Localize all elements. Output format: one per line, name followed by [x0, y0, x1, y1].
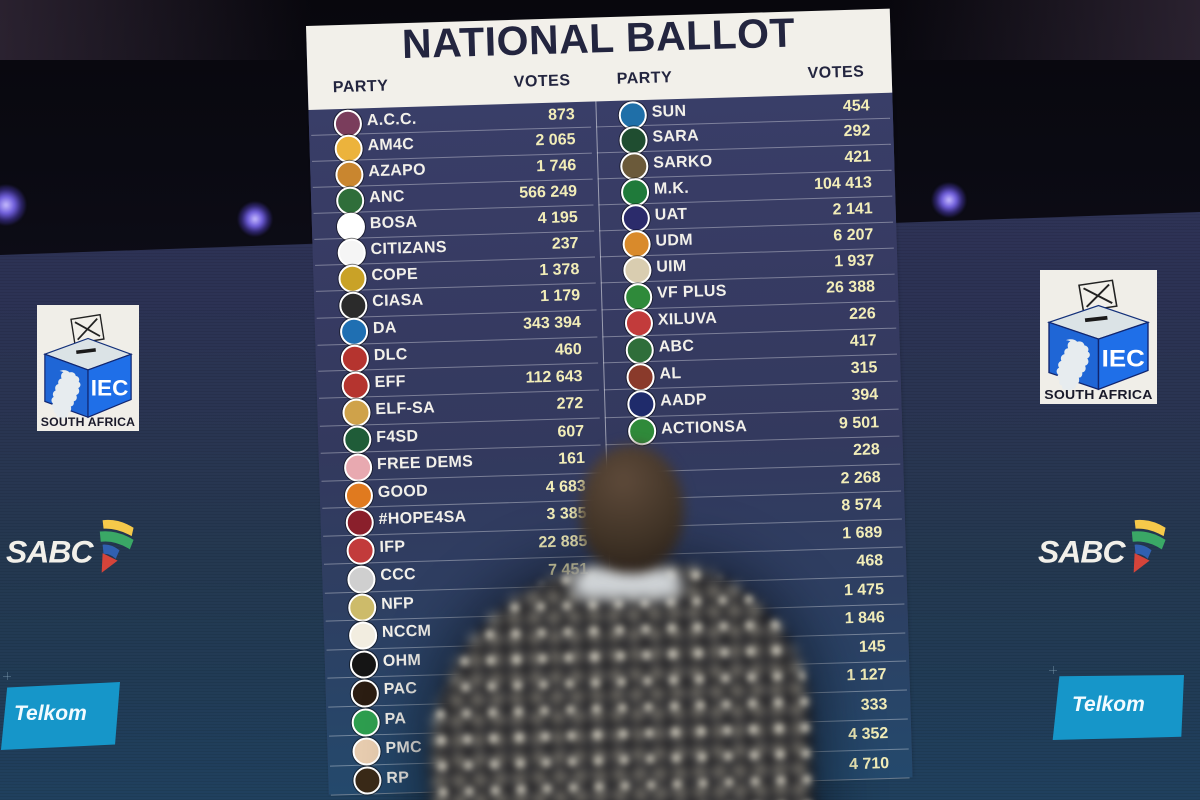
svg-text:SOUTH AFRICA: SOUTH AFRICA: [1044, 387, 1152, 401]
svg-text:SABC: SABC: [6, 533, 94, 569]
svg-text:SOUTH AFRICA: SOUTH AFRICA: [41, 415, 135, 429]
svg-text:SABC: SABC: [1038, 533, 1126, 569]
svg-text:IEC: IEC: [1102, 345, 1145, 372]
svg-text:IEC: IEC: [91, 376, 129, 401]
